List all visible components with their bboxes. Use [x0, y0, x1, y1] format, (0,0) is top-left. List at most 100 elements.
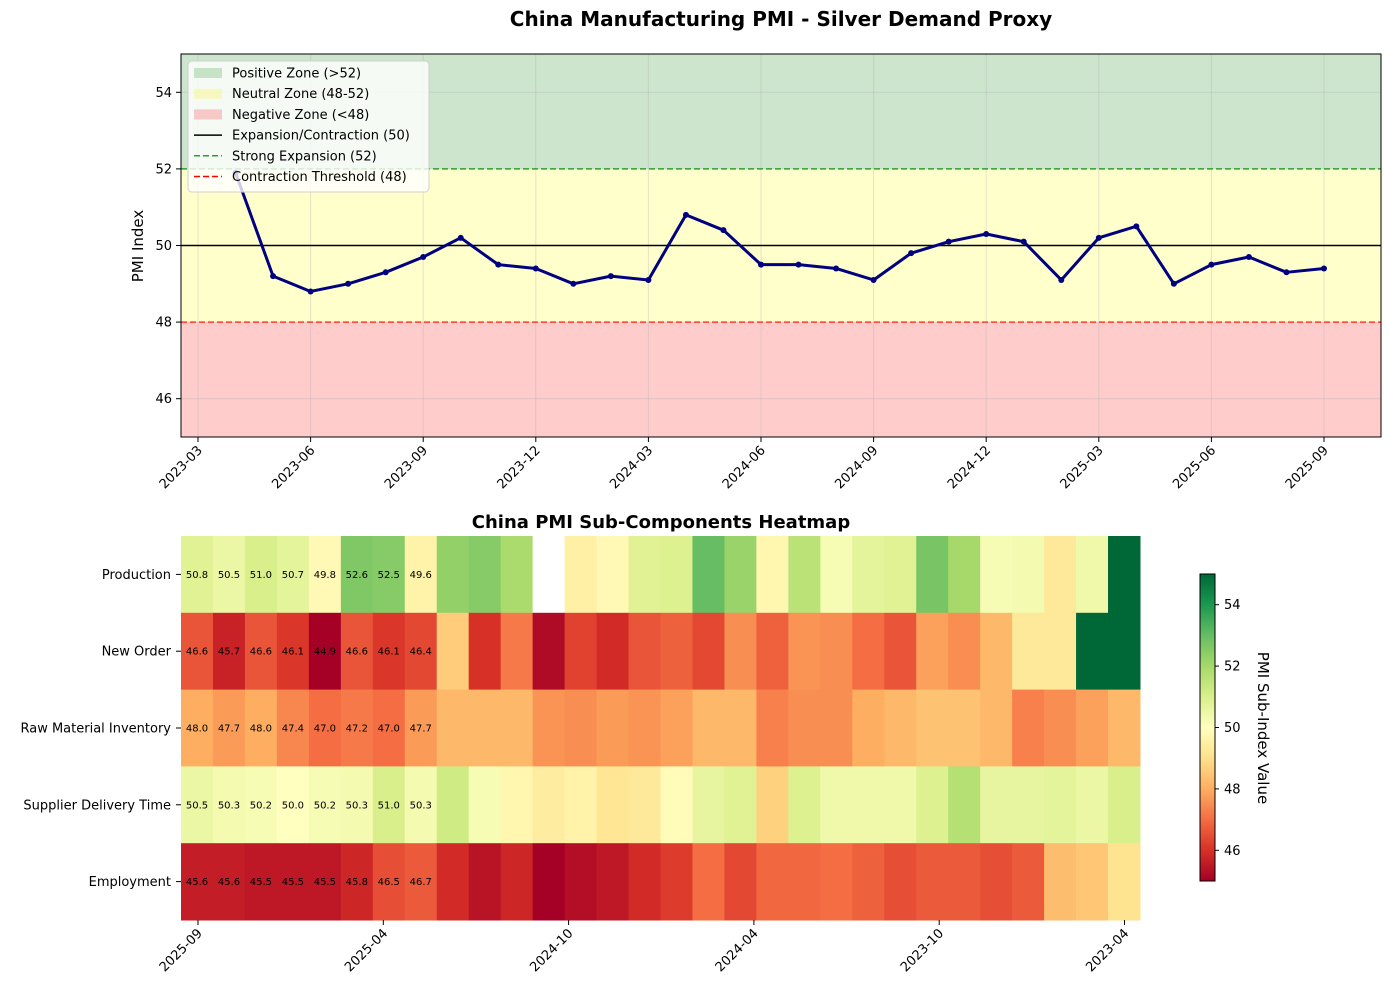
heatmap-cell [372, 843, 406, 921]
heatmap-cell [1044, 766, 1077, 844]
heatmap-cell [628, 766, 661, 844]
cell-value: 47.0 [314, 724, 336, 735]
heatmap-cell [500, 843, 534, 921]
heatmap-cell [916, 843, 949, 921]
heatmap-cell [756, 612, 789, 691]
data-point [307, 288, 314, 295]
heatmap-cell [660, 766, 693, 844]
heatmap-cell [308, 612, 342, 691]
data-point [607, 273, 614, 280]
heatmap-cell [564, 612, 598, 691]
heatmap-cell [628, 689, 661, 767]
legend-swatch [194, 68, 222, 78]
heatmap-cell [852, 612, 885, 691]
cell-value: 46.7 [410, 877, 432, 888]
heatmap-cell [1044, 843, 1077, 921]
line-chart-x-axis: 2023-03 2023-06 2023-09 2023-12 2024-03 2024-… [157, 437, 1332, 492]
cell-value: 47.4 [282, 724, 304, 735]
heatmap-cell [532, 536, 566, 614]
cell-value: 45.6 [186, 877, 208, 888]
heatmap-cell [340, 536, 374, 614]
cell-value: 50.2 [250, 800, 272, 811]
legend-label: Positive Zone (>52) [232, 67, 361, 82]
heatmap-cell [404, 612, 438, 691]
cell-value: 46.4 [410, 647, 432, 658]
heatmap-cell [244, 536, 278, 614]
heatmap-cell [564, 689, 598, 767]
cell-value: 50.5 [186, 800, 208, 811]
heatmap-cell [916, 536, 949, 614]
colorbar-tick-label: 54 [1224, 598, 1241, 613]
data-point [1321, 265, 1327, 272]
heatmap-cell [500, 536, 534, 614]
heatmap-cell [212, 536, 246, 614]
heatmap-cell [181, 536, 214, 614]
x-tick-label: 2023-09 [382, 443, 431, 492]
heatmap-cell [404, 536, 438, 614]
data-point [1170, 280, 1177, 287]
heatmap-cell [596, 612, 630, 691]
data-point [908, 250, 915, 257]
cell-value: 50.5 [218, 570, 240, 581]
heatmap-cell [276, 612, 310, 691]
heatmap-cell [1108, 536, 1141, 614]
heatmap-cell [1076, 843, 1109, 921]
heatmap-cell [308, 536, 342, 614]
heatmap-cell [788, 689, 821, 767]
cell-value: 45.5 [282, 877, 304, 888]
heatmap-cell [820, 689, 853, 767]
cell-value: 45.7 [218, 647, 240, 658]
heatmap-cell [596, 766, 630, 844]
heatmap-cell [212, 766, 246, 844]
legend-label: Strong Expansion (52) [232, 149, 377, 164]
heatmap-cell [181, 766, 214, 844]
heatmap-cell [692, 612, 725, 691]
heatmap-cell [660, 612, 693, 691]
heatmap-cell [436, 843, 470, 921]
cell-value: 48.0 [186, 724, 208, 735]
legend-label: Neutral Zone (48-52) [232, 87, 369, 102]
heatmap-cell [500, 689, 534, 767]
heatmap-cell [276, 766, 310, 844]
heatmap-cell [244, 689, 278, 767]
cell-value: 46.6 [186, 647, 208, 658]
data-point [1208, 261, 1215, 268]
heatmap-cell [372, 536, 406, 614]
heatmap-cell [756, 689, 789, 767]
heatmap-cell [1012, 766, 1045, 844]
heatmap-cell [404, 843, 438, 921]
heatmap-cell [820, 766, 853, 844]
heatmap-cell [884, 766, 917, 844]
heatmap-cell [308, 843, 342, 921]
data-point [270, 273, 277, 280]
cell-value: 47.7 [410, 724, 432, 735]
heatmap-cell [1044, 536, 1077, 614]
heatmap-cell [724, 536, 757, 614]
heatmap-cell [756, 766, 789, 844]
heatmap-cell [468, 536, 502, 614]
cell-value: 45.5 [250, 877, 272, 888]
cell-value: 47.2 [346, 724, 368, 735]
cell-value: 45.8 [346, 877, 368, 888]
x-tick-label: 2023-03 [157, 443, 206, 492]
data-point [645, 276, 652, 283]
heatmap-cell [532, 689, 566, 767]
heatmap-row-labels: Production New Order Raw Material Inventor… [20, 568, 181, 890]
heatmap-cell [1012, 843, 1045, 921]
heatmap-cell [980, 612, 1013, 691]
cell-value: 50.8 [186, 570, 208, 581]
cell-value: 48.0 [250, 724, 272, 735]
heatmap-cell [340, 843, 374, 921]
heatmap-cell [788, 766, 821, 844]
cell-value: 44.9 [314, 647, 336, 658]
cell-value: 52.6 [346, 570, 368, 581]
cell-value: 50.3 [410, 800, 432, 811]
heatmap-cell [980, 536, 1013, 614]
heatmap-cell [500, 612, 534, 691]
heatmap-cell [564, 536, 598, 614]
cell-value: 46.1 [378, 647, 400, 658]
heatmap-cell [181, 612, 214, 691]
data-point [870, 276, 877, 283]
heatmap-cell [276, 843, 310, 921]
cell-value: 46.6 [346, 647, 368, 658]
